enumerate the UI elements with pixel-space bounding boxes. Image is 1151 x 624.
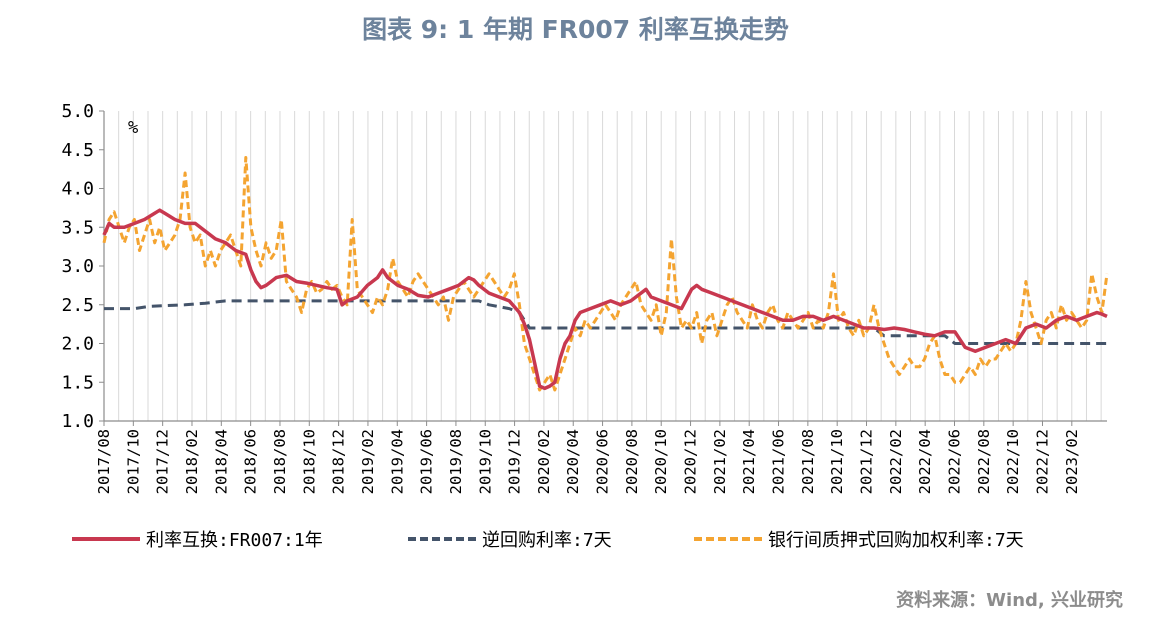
series-line-2 (102, 156, 1109, 392)
y-tick-label: 3.0 (61, 256, 94, 277)
x-tick-label: 2021/04 (740, 429, 758, 494)
x-tick-label: 2021/12 (858, 429, 876, 494)
y-tick-label: 3.5 (61, 217, 94, 238)
x-tick-label: 2022/10 (1004, 429, 1022, 494)
x-tick-label: 2018/06 (242, 429, 260, 494)
x-tick-label: 2018/10 (300, 429, 318, 494)
y-tick-label: 4.0 (61, 179, 94, 200)
x-tick-label: 2020/04 (564, 429, 582, 494)
legend-swatch-fr007-swap (72, 537, 140, 541)
x-tick-label: 2021/02 (711, 429, 729, 494)
x-tick-label: 2017/12 (154, 429, 172, 494)
x-tick-label: 2019/04 (388, 429, 406, 494)
legend-item-reverse-repo: 逆回购利率:7天 (408, 524, 612, 554)
chart-grid (103, 111, 1107, 422)
series-line-0 (102, 208, 1108, 391)
x-tick-label: 2021/08 (799, 429, 817, 494)
x-tick-label: 2019/08 (447, 429, 465, 494)
x-tick-label: 2022/02 (887, 429, 905, 494)
x-tick-label: 2022/08 (975, 429, 993, 494)
x-tick-label: 2022/06 (945, 429, 963, 494)
x-tick-label: 2020/02 (535, 429, 553, 494)
y-tick-label: 2.0 (61, 334, 94, 355)
series-layer (102, 156, 1109, 392)
legend-item-interbank-repo: 银行间质押式回购加权利率:7天 (694, 524, 1024, 554)
y-tick-label: 5.0 (61, 101, 94, 122)
y-tick-label: 4.5 (61, 140, 94, 161)
legend-label-interbank-repo: 银行间质押式回购加权利率:7天 (768, 530, 1024, 551)
source-note: 资料来源：Wind, 兴业研究 (896, 590, 1123, 611)
x-tick-label: 2018/08 (271, 429, 289, 494)
legend-label-fr007-swap: 利率互换:FR007:1年 (146, 530, 323, 551)
legend-item-fr007-swap: 利率互换:FR007:1年 (72, 524, 323, 554)
x-tick-label: 2019/12 (506, 429, 524, 494)
y-axis: 5.0 4.5 4.0 3.5 3.0 2.5 2.0 1.5 1.0 (61, 101, 104, 432)
x-tick-label: 2018/12 (330, 429, 348, 494)
x-tick-label: 2020/10 (652, 429, 670, 494)
x-axis: 2017/08 2017/10 2017/12 2018/02 2018/04 2018/… (95, 421, 1081, 494)
x-tick-label: 2017/10 (124, 429, 142, 494)
unit-label: % (128, 118, 138, 138)
page-title: 图表 9: 1 年期 FR007 利率互换走势 (362, 15, 789, 44)
legend-label-reverse-repo: 逆回购利率:7天 (482, 530, 612, 551)
x-tick-label: 2019/10 (476, 429, 494, 494)
x-tick-label: 2019/06 (418, 429, 436, 494)
legend: 利率互换:FR007:1年 逆回购利率:7天 银行间质押式回购加权利率:7天 (0, 524, 1151, 554)
y-tick-label: 2.5 (61, 295, 94, 316)
x-tick-label: 2017/08 (95, 429, 113, 494)
x-tick-label: 2022/04 (916, 429, 934, 494)
x-tick-label: 2018/04 (212, 429, 230, 494)
legend-swatch-interbank-repo (694, 537, 762, 541)
x-tick-label: 2021/06 (770, 429, 788, 494)
y-tick-label: 1.5 (61, 372, 94, 393)
y-tick-label: 1.0 (61, 411, 94, 432)
x-tick-label: 2018/02 (183, 429, 201, 494)
x-tick-label: 2022/12 (1033, 429, 1051, 494)
x-tick-label: 2023/02 (1063, 429, 1081, 494)
x-tick-label: 2020/06 (594, 429, 612, 494)
x-tick-label: 2020/12 (682, 429, 700, 494)
x-tick-label: 2019/02 (359, 429, 377, 494)
x-tick-label: 2020/08 (623, 429, 641, 494)
x-tick-label: 2021/10 (828, 429, 846, 494)
legend-swatch-reverse-repo (408, 537, 476, 541)
chart-area: 5.04.54.03.53.02.52.01.51.0 2017/08 2017/… (61, 101, 1109, 494)
